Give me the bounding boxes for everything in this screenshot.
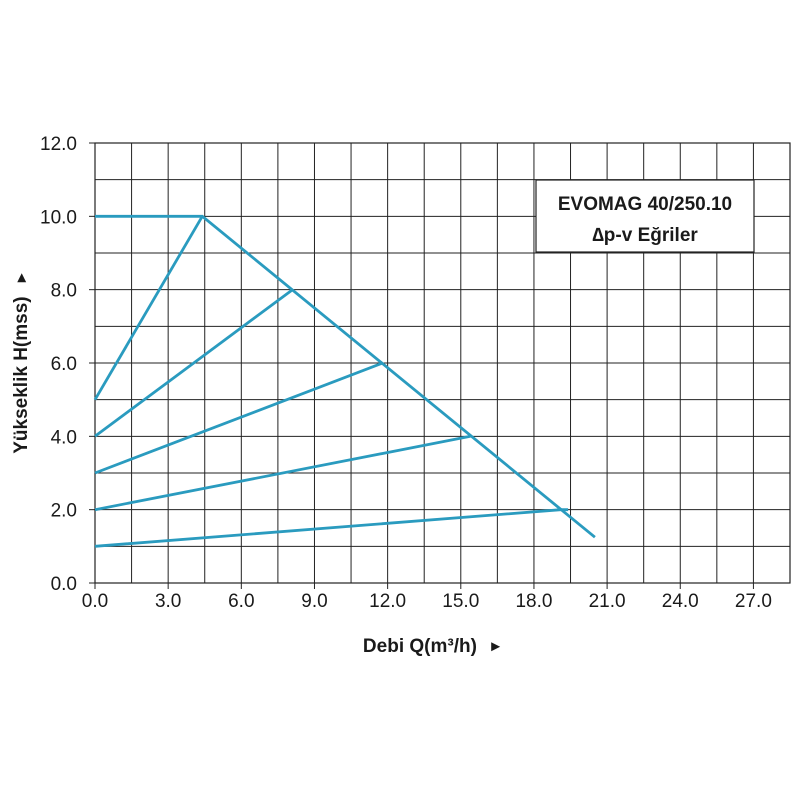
legend-box-frame	[535, 179, 755, 253]
x-axis-arrow-icon: ►	[488, 638, 503, 655]
x-tick-label: 12.0	[369, 591, 406, 612]
y-axis-arrow-icon: ►	[13, 270, 30, 285]
x-axis-title-text: Debi Q(m³/h)	[363, 636, 477, 657]
y-tick-label: 0.0	[51, 574, 77, 595]
x-tick-label: 15.0	[442, 591, 479, 612]
x-tick-label: 27.0	[735, 591, 772, 612]
x-axis-title: Debi Q(m³/h) ►	[363, 636, 503, 657]
grid	[94, 142, 791, 584]
curve-line-3	[94, 288, 294, 438]
x-tick-label: 18.0	[515, 591, 552, 612]
svg-text:Yükseklik H(mss) ►: Yükseklik H(mss) ►	[11, 270, 32, 454]
x-tick-label: 0.0	[82, 591, 108, 612]
curve-line-6	[94, 508, 569, 548]
y-tick-label: 4.0	[51, 427, 77, 448]
legend-box-subtitle: ∆p-v Eğriler	[592, 225, 698, 246]
y-tick-label: 2.0	[51, 501, 77, 522]
y-tick-label: 8.0	[51, 281, 77, 302]
y-axis-title: Yükseklik H(mss) ►	[11, 270, 32, 454]
y-axis-title-text: Yükseklik H(mss)	[11, 296, 32, 453]
curve-line-4	[94, 361, 384, 475]
x-tick-label: 6.0	[228, 591, 254, 612]
y-tick-label: 6.0	[51, 354, 77, 375]
x-tick-label: 21.0	[589, 591, 626, 612]
svg-text:Debi Q(m³/h) ►: Debi Q(m³/h) ►	[363, 636, 503, 657]
curve-line-2	[93, 215, 204, 401]
legend-box-title: EVOMAG 40/250.10	[558, 194, 732, 215]
legend-box: EVOMAG 40/250.10 ∆p-v Eğriler	[535, 179, 755, 253]
x-tick-label: 3.0	[155, 591, 181, 612]
x-tick-label: 24.0	[662, 591, 699, 612]
curve-line-5	[94, 434, 471, 512]
x-axis-ticks: 0.0 3.0 6.0 9.0 12.0 15.0 18.0 21.0 24.0 27.0	[82, 583, 772, 612]
y-tick-label: 10.0	[40, 207, 77, 228]
y-tick-label: 12.0	[40, 134, 77, 155]
curves	[93, 214, 596, 548]
x-tick-label: 9.0	[301, 591, 327, 612]
y-axis-ticks: 0.0 2.0 4.0 6.0 8.0 10.0 12.0	[40, 134, 95, 595]
